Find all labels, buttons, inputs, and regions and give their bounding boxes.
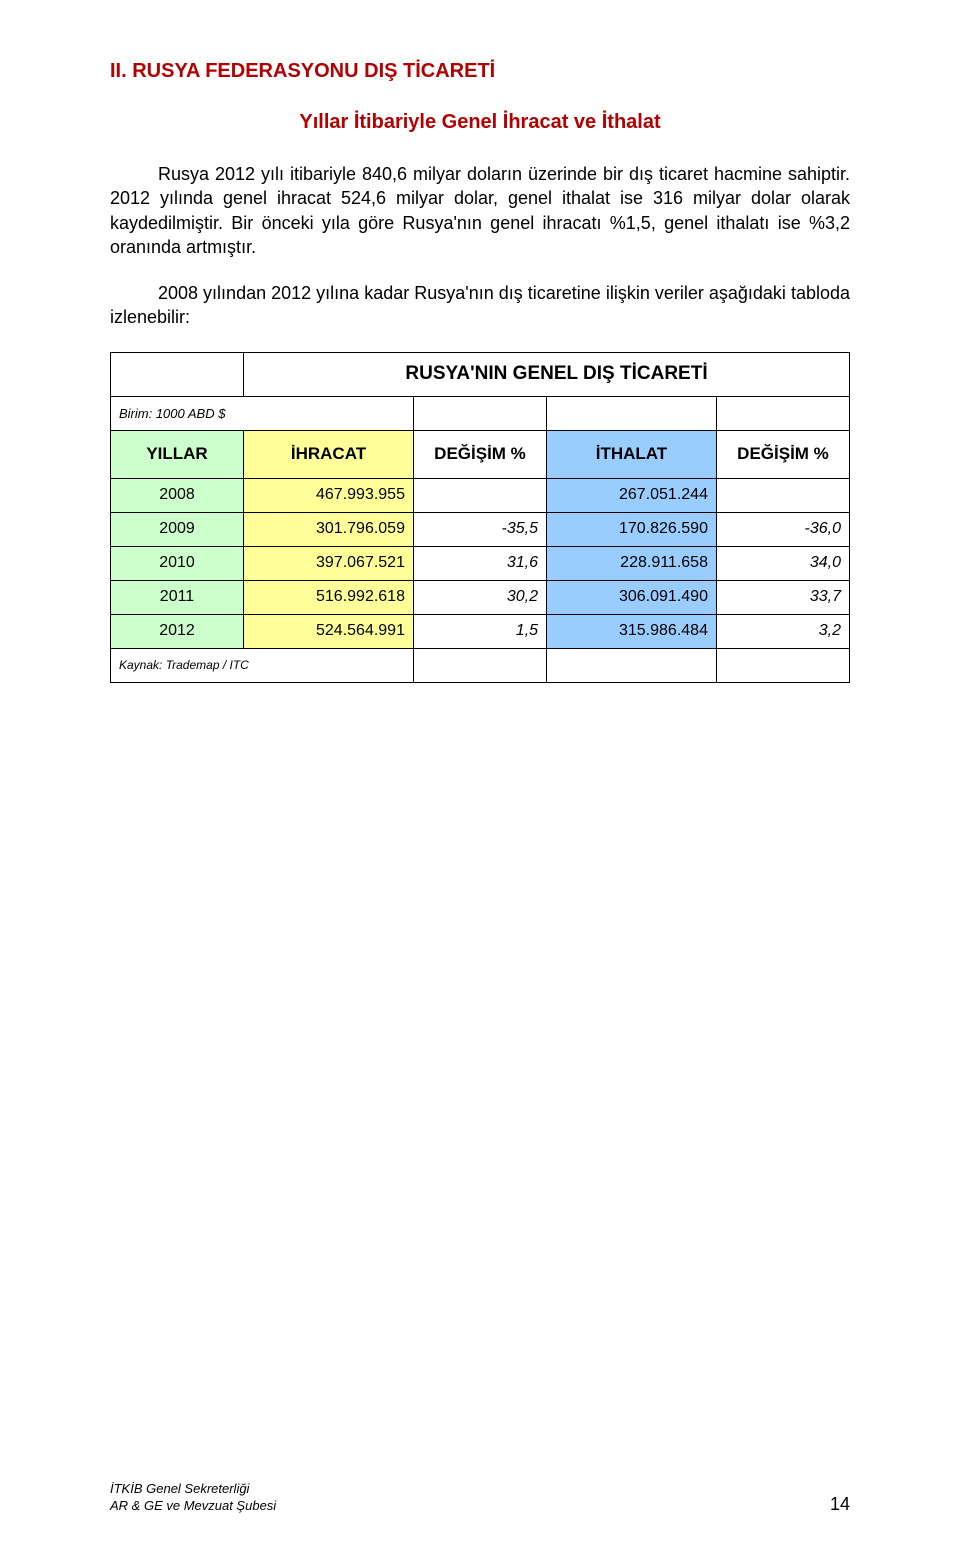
cell-ihracat: 397.067.521: [244, 546, 414, 580]
table-source-row: Kaynak: Trademap / ITC: [111, 648, 850, 682]
page-footer: İTKİB Genel Sekreterliği AR & GE ve Mevz…: [110, 1481, 850, 1515]
subsection-heading: Yıllar İtibariyle Genel İhracat ve İthal…: [110, 111, 850, 134]
footer-page-number: 14: [830, 1494, 850, 1515]
cell-year: 2009: [111, 512, 244, 546]
cell-degisim-1: [413, 478, 546, 512]
table-title-cell: RUSYA'NIN GENEL DIŞ TİCARETİ: [244, 352, 850, 396]
table-source-cell: Kaynak: Trademap / ITC: [111, 648, 414, 682]
cell-degisim-1: 30,2: [413, 580, 546, 614]
table-source-blank-2: [547, 648, 717, 682]
table-unit-blank-1: [413, 396, 546, 430]
col-header-yillar: YILLAR: [111, 430, 244, 478]
cell-ithalat: 228.911.658: [547, 546, 717, 580]
cell-degisim-1: 31,6: [413, 546, 546, 580]
table-title-row: RUSYA'NIN GENEL DIŞ TİCARETİ: [111, 352, 850, 396]
table-row: 2010397.067.52131,6228.911.65834,0: [111, 546, 850, 580]
paragraph-1: Rusya 2012 yılı itibariyle 840,6 milyar …: [110, 162, 850, 259]
table-row: 2008467.993.955 267.051.244: [111, 478, 850, 512]
cell-year: 2008: [111, 478, 244, 512]
section-heading: II. RUSYA FEDERASYONU DIŞ TİCARETİ: [110, 60, 850, 83]
table-unit-row: Birim: 1000 ABD $: [111, 396, 850, 430]
cell-ithalat: 267.051.244: [547, 478, 717, 512]
footer-dept: AR & GE ve Mevzuat Şubesi: [110, 1498, 276, 1515]
cell-year: 2010: [111, 546, 244, 580]
table-unit-blank-3: [716, 396, 849, 430]
cell-ihracat: 467.993.955: [244, 478, 414, 512]
table-unit-cell: Birim: 1000 ABD $: [111, 396, 414, 430]
cell-degisim-2: 34,0: [716, 546, 849, 580]
cell-degisim-2: [716, 478, 849, 512]
paragraph-2: 2008 yılından 2012 yılına kadar Rusya'nı…: [110, 281, 850, 330]
cell-ithalat: 306.091.490: [547, 580, 717, 614]
cell-year: 2011: [111, 580, 244, 614]
col-header-degisim-2: DEĞİŞİM %: [716, 430, 849, 478]
cell-ihracat: 301.796.059: [244, 512, 414, 546]
cell-ihracat: 524.564.991: [244, 614, 414, 648]
cell-degisim-1: 1,5: [413, 614, 546, 648]
cell-ithalat: 315.986.484: [547, 614, 717, 648]
table-source-blank-3: [716, 648, 849, 682]
col-header-ihracat: İHRACAT: [244, 430, 414, 478]
col-header-ithalat: İTHALAT: [547, 430, 717, 478]
footer-org: İTKİB Genel Sekreterliği: [110, 1481, 276, 1498]
table-header-row: YILLAR İHRACAT DEĞİŞİM % İTHALAT DEĞİŞİM…: [111, 430, 850, 478]
footer-left: İTKİB Genel Sekreterliği AR & GE ve Mevz…: [110, 1481, 276, 1515]
trade-table-wrap: RUSYA'NIN GENEL DIŞ TİCARETİ Birim: 1000…: [110, 352, 850, 683]
table-source-blank-1: [413, 648, 546, 682]
page: II. RUSYA FEDERASYONU DIŞ TİCARETİ Yılla…: [0, 0, 960, 1555]
cell-degisim-2: 33,7: [716, 580, 849, 614]
table-title-blank: [111, 352, 244, 396]
cell-ihracat: 516.992.618: [244, 580, 414, 614]
cell-degisim-1: -35,5: [413, 512, 546, 546]
content-area: II. RUSYA FEDERASYONU DIŞ TİCARETİ Yılla…: [110, 60, 850, 683]
cell-degisim-2: 3,2: [716, 614, 849, 648]
cell-year: 2012: [111, 614, 244, 648]
col-header-degisim-1: DEĞİŞİM %: [413, 430, 546, 478]
table-unit-blank-2: [547, 396, 717, 430]
cell-degisim-2: -36,0: [716, 512, 849, 546]
table-row: 2009301.796.059-35,5170.826.590-36,0: [111, 512, 850, 546]
trade-table: RUSYA'NIN GENEL DIŞ TİCARETİ Birim: 1000…: [110, 352, 850, 683]
cell-ithalat: 170.826.590: [547, 512, 717, 546]
table-row: 2011516.992.61830,2306.091.49033,7: [111, 580, 850, 614]
table-row: 2012524.564.9911,5315.986.4843,2: [111, 614, 850, 648]
